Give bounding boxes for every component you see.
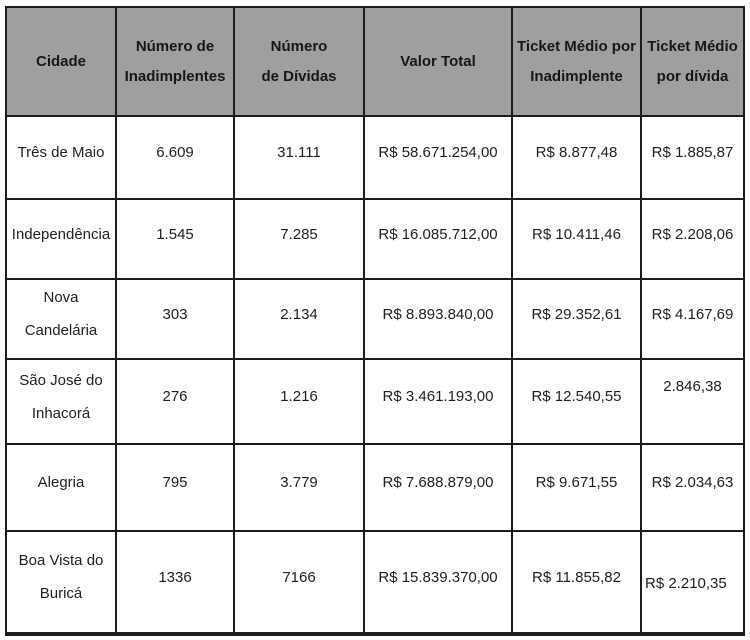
cell-valor-total: R$ 15.839.370,00 (363, 530, 513, 636)
cell-cidade: São José do Inhacorá (5, 358, 117, 445)
header-row: Cidade Número de Inadimplentes Número de… (5, 6, 745, 117)
cell-ticket-inadimplente: R$ 10.411,46 (511, 198, 642, 280)
cell-ticket-inadimplente: R$ 8.877,48 (511, 115, 642, 200)
cell-dividas: 7.285 (233, 198, 365, 280)
column-header-valor-total: Valor Total (363, 6, 513, 117)
cell-inadimplentes: 1.545 (115, 198, 235, 280)
cell-cidade: Alegria (5, 443, 117, 532)
table-header: Cidade Número de Inadimplentes Número de… (5, 6, 745, 117)
cell-dividas: 2.134 (233, 278, 365, 360)
cell-ticket-divida: R$ 2.208,06 (640, 198, 745, 280)
table-row-nova-candelaria: Nova Candelária 303 2.134 R$ 8.893.840,0… (5, 278, 745, 360)
cell-valor-total: R$ 58.671.254,00 (363, 115, 513, 200)
cell-valor-total: R$ 3.461.193,00 (363, 358, 513, 445)
cell-cidade: Três de Maio (5, 115, 117, 200)
cell-inadimplentes: 795 (115, 443, 235, 532)
table-row-sao-jose-do-inhacora: São José do Inhacorá 276 1.216 R$ 3.461.… (5, 358, 745, 445)
cell-inadimplentes: 6.609 (115, 115, 235, 200)
cell-inadimplentes: 303 (115, 278, 235, 360)
cell-ticket-divida: R$ 1.885,87 (640, 115, 745, 200)
cell-ticket-inadimplente: R$ 9.671,55 (511, 443, 642, 532)
cell-ticket-inadimplente: R$ 12.540,55 (511, 358, 642, 445)
table-row-boa-vista-do-burica: Boa Vista do Buricá 1336 7166 R$ 15.839.… (5, 530, 745, 636)
cell-valor-total: R$ 7.688.879,00 (363, 443, 513, 532)
cell-ticket-divida: R$ 2.210,35 (640, 530, 745, 636)
column-header-cidade: Cidade (5, 6, 117, 117)
cell-ticket-divida: R$ 2.034,63 (640, 443, 745, 532)
cell-dividas: 31.111 (233, 115, 365, 200)
cell-inadimplentes: 276 (115, 358, 235, 445)
cell-dividas: 1.216 (233, 358, 365, 445)
cell-ticket-inadimplente: R$ 29.352,61 (511, 278, 642, 360)
cell-valor-total: R$ 8.893.840,00 (363, 278, 513, 360)
column-header-numero-inadimplentes: Número de Inadimplentes (115, 6, 235, 117)
cell-cidade: Independência (5, 198, 117, 280)
cell-ticket-inadimplente: R$ 11.855,82 (511, 530, 642, 636)
column-header-numero-dividas: Número de Dívidas (233, 6, 365, 117)
table-row-independencia: Independência 1.545 7.285 R$ 16.085.712,… (5, 198, 745, 280)
table-row-tres-de-maio: Três de Maio 6.609 31.111 R$ 58.671.254,… (5, 115, 745, 200)
column-header-ticket-medio-divida: Ticket Médio por dívida (640, 6, 745, 117)
table-body: Três de Maio 6.609 31.111 R$ 58.671.254,… (5, 115, 745, 636)
cell-inadimplentes: 1336 (115, 530, 235, 636)
cell-valor-total: R$ 16.085.712,00 (363, 198, 513, 280)
cell-cidade: Nova Candelária (5, 278, 117, 360)
cell-ticket-divida: 2.846,38 (640, 358, 745, 445)
cell-dividas: 3.779 (233, 443, 365, 532)
cell-ticket-divida: R$ 4.167,69 (640, 278, 745, 360)
cell-dividas: 7166 (233, 530, 365, 636)
column-header-ticket-medio-inadimplente: Ticket Médio por Inadimplente (511, 6, 642, 117)
table-row-alegria: Alegria 795 3.779 R$ 7.688.879,00 R$ 9.6… (5, 443, 745, 532)
cell-cidade: Boa Vista do Buricá (5, 530, 117, 636)
debtors-table: Cidade Número de Inadimplentes Número de… (5, 6, 745, 636)
